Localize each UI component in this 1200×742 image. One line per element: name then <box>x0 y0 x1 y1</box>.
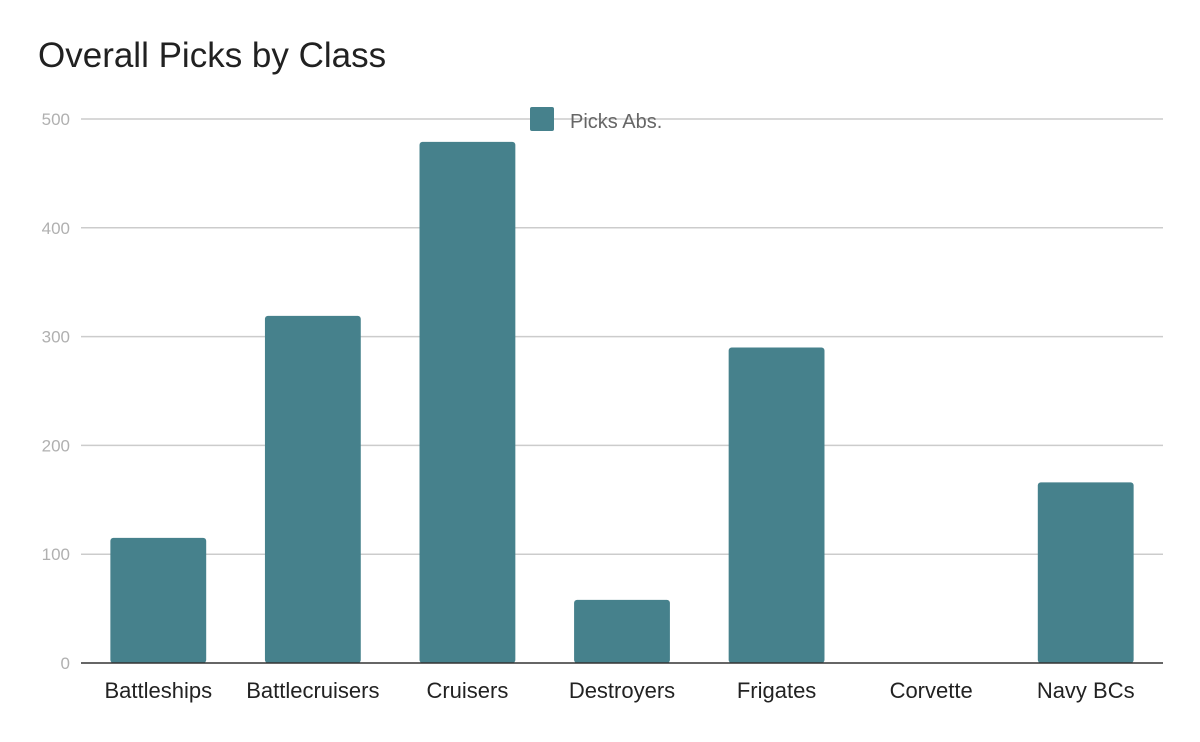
y-tick-label: 200 <box>42 436 70 455</box>
bar-cruisers <box>419 141 516 663</box>
gridlines <box>81 118 1163 555</box>
bar-battleships <box>110 537 207 663</box>
bar-battlecruisers <box>264 315 361 663</box>
bar-navy-bcs <box>1037 482 1134 663</box>
x-tick-label: Cruisers <box>426 678 508 703</box>
x-tick-label: Battleships <box>104 678 212 703</box>
bars <box>110 141 1134 663</box>
y-tick-label: 500 <box>42 110 70 129</box>
bar-destroyers <box>574 599 670 663</box>
x-tick-label: Battlecruisers <box>246 678 379 703</box>
y-tick-label: 400 <box>42 219 70 238</box>
y-tick-label: 0 <box>61 654 70 673</box>
x-tick-label: Navy BCs <box>1037 678 1135 703</box>
y-tick-label: 100 <box>42 545 70 564</box>
x-tick-label: Destroyers <box>569 678 675 703</box>
bar-frigates <box>728 347 825 663</box>
x-tick-label: Frigates <box>737 678 816 703</box>
chart-title: Overall Picks by Class <box>38 36 387 75</box>
x-tick-label: Corvette <box>890 678 973 703</box>
legend-label: Picks Abs. <box>570 111 662 133</box>
legend: Picks Abs. <box>530 107 662 133</box>
legend-swatch <box>530 107 554 131</box>
y-tick-label: 300 <box>42 328 70 347</box>
